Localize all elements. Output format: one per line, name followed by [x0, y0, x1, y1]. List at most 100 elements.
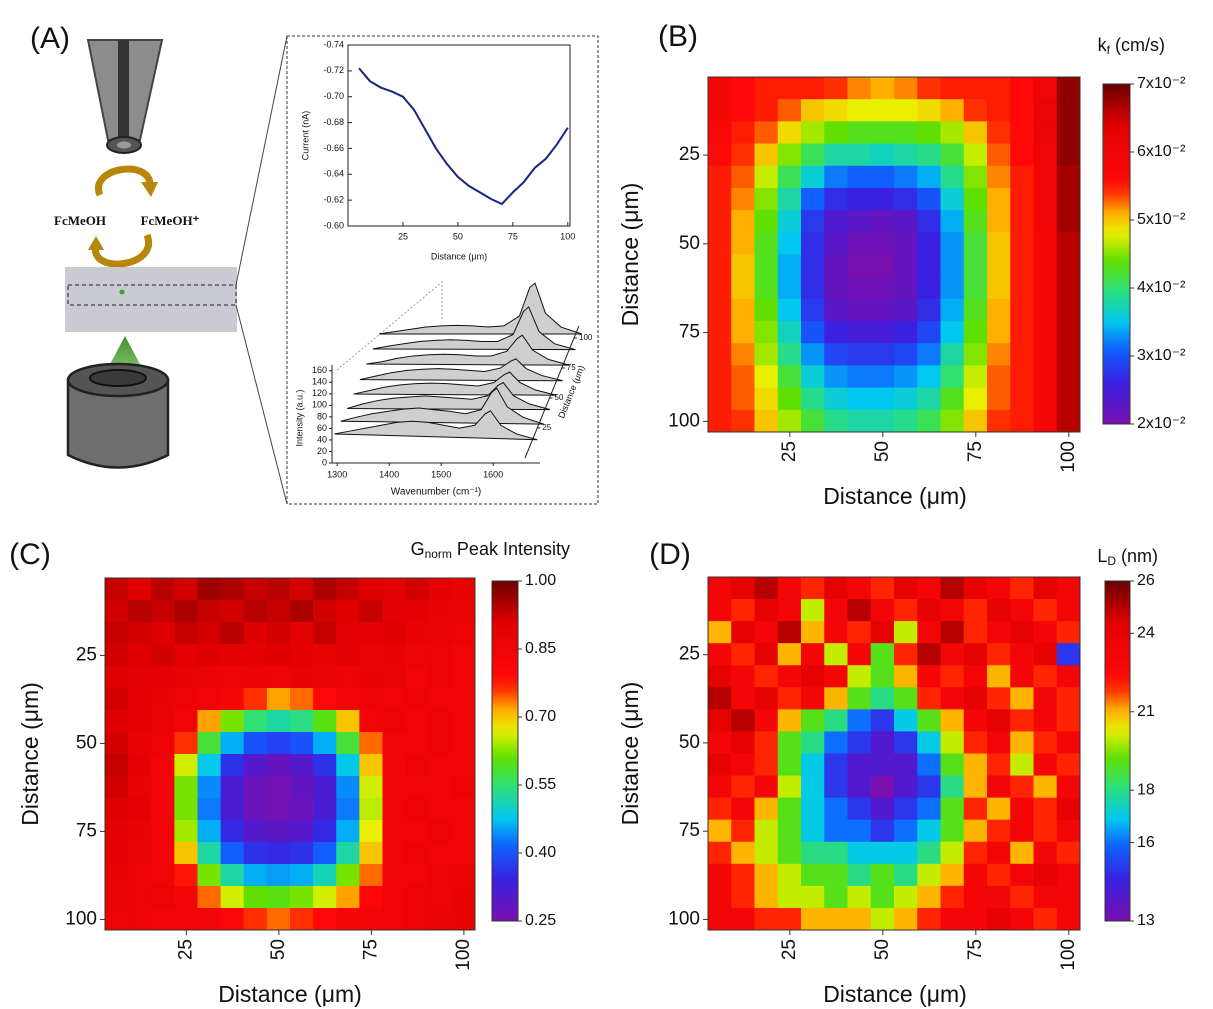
heatmap-cell — [128, 886, 152, 909]
heatmap-cell — [847, 709, 872, 732]
heatmap-cell — [290, 798, 314, 821]
heatmap-cell — [243, 600, 268, 623]
heatmap-cell — [801, 298, 825, 322]
heatmap-cell — [451, 622, 476, 645]
heatmap-cell — [336, 666, 360, 689]
colorbar-tick-label: 0.55 — [525, 776, 556, 793]
heatmap-cell — [801, 687, 825, 710]
heatmap-cell — [451, 842, 476, 865]
heatmap-cell — [451, 666, 476, 689]
heatmap-cell — [290, 666, 314, 689]
heatmap-cell — [243, 732, 268, 755]
heatmap-cell — [987, 187, 1011, 211]
heatmap-cell — [963, 121, 988, 145]
colorbar-title-sub: norm — [425, 547, 452, 561]
heatmap-cell — [894, 907, 918, 931]
heatmap-cell — [428, 732, 453, 755]
heatmap-cell — [382, 842, 407, 865]
heatmap-cell — [1033, 775, 1058, 799]
tip-core — [117, 141, 131, 149]
heatmap-cell — [105, 776, 129, 799]
heatmap-cell — [451, 644, 476, 667]
heatmap-cell — [1056, 643, 1081, 666]
heatmap-cell — [151, 864, 175, 887]
heatmap-cell — [754, 165, 779, 189]
heatmap-cell — [1056, 143, 1081, 167]
heatmap-cell — [243, 820, 268, 843]
colorbar-tick-label: 4x10⁻² — [1137, 279, 1186, 296]
heatmap-cell — [405, 754, 430, 777]
heatmap-cell — [777, 885, 802, 909]
panel-label: (B) — [658, 20, 698, 53]
heatmap-cell — [382, 732, 407, 755]
heatmap-cell — [243, 754, 268, 777]
heatmap-cell — [917, 321, 941, 344]
heatmap-cell — [151, 820, 175, 843]
heatmap-cell — [963, 187, 988, 211]
heatmap-cell — [824, 99, 848, 122]
heatmap-cell — [105, 864, 129, 887]
heatmap-cell — [801, 409, 825, 433]
heatmap-cell — [731, 599, 755, 622]
colorbar-title: Gnorm Peak Intensity — [411, 539, 570, 561]
heatmap-cell — [197, 908, 222, 931]
heatmap-cell — [1010, 907, 1034, 931]
heatmap-cell — [405, 710, 430, 733]
heatmap-cell — [754, 387, 779, 411]
heatmap-cell — [1056, 841, 1081, 865]
heatmap-cell — [336, 754, 360, 777]
heatmap-cell — [1033, 143, 1058, 167]
heatmap-cell — [801, 210, 825, 233]
y-tick-label: 60 — [317, 423, 327, 433]
heatmap-cell — [987, 621, 1011, 644]
heatmap-cell — [174, 842, 198, 865]
heatmap-cell — [243, 644, 268, 667]
heatmap-cell — [801, 321, 825, 344]
heatmap-cell — [847, 298, 872, 322]
heatmap-cell — [151, 666, 175, 689]
heatmap-cell — [894, 187, 918, 211]
heatmap-cell — [243, 622, 268, 645]
heatmap-cell — [243, 842, 268, 865]
heatmap-cell — [917, 797, 941, 821]
heatmap-cell — [754, 621, 779, 644]
heatmap-cell — [405, 842, 430, 865]
heatmap-cell — [870, 321, 895, 344]
heatmap-cell — [405, 622, 430, 645]
heatmap-cell — [917, 409, 941, 433]
heatmap-cell — [870, 77, 895, 100]
heatmap-cell — [754, 99, 779, 122]
heatmap-cell — [313, 842, 337, 865]
heatmap-cell — [382, 798, 407, 821]
heatmap-cell — [917, 907, 941, 931]
heatmap-cell — [801, 577, 825, 600]
heatmap-cell — [801, 99, 825, 122]
heatmap-cell — [870, 907, 895, 931]
spectrum — [366, 334, 570, 366]
colorbar-tick-label: 0.85 — [525, 640, 556, 657]
heatmap-cell — [847, 143, 872, 167]
heatmap-cell — [105, 842, 129, 865]
y-tick-label: -0.60 — [323, 220, 344, 230]
heatmap-cell — [1010, 254, 1034, 278]
colorbar-tick-label: 18 — [1137, 781, 1155, 798]
heatmap-cell — [731, 77, 755, 100]
heatmap-cell — [197, 710, 222, 733]
heatmap-cell — [708, 731, 732, 754]
heatmap-cell — [1033, 387, 1058, 411]
colorbar-tick-label: 1.00 — [525, 572, 556, 589]
heatmap-cell — [382, 666, 407, 689]
heatmap-cell — [1033, 343, 1058, 366]
heatmap-cell — [754, 841, 779, 865]
heatmap-cell — [777, 577, 802, 600]
heatmap-cell — [801, 885, 825, 909]
heatmap-cell — [405, 644, 430, 667]
heatmap-cell — [1010, 99, 1034, 122]
heatmap-cell — [801, 121, 825, 145]
x-tick-label: 100 — [453, 939, 474, 971]
heatmap-cell — [963, 99, 988, 122]
heatmap-cell — [754, 819, 779, 843]
heatmap-cell — [987, 775, 1011, 799]
heatmap-cell — [963, 343, 988, 366]
heatmap-cell — [963, 409, 988, 433]
